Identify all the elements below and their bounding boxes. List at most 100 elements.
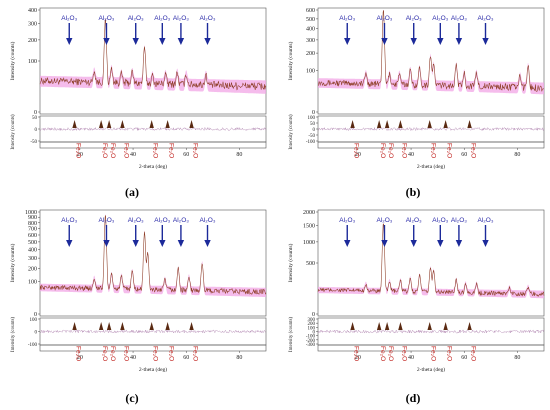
y-tick-label: 0 bbox=[34, 110, 37, 116]
fe-peak-marker bbox=[106, 120, 112, 128]
al2o3-arrow-head bbox=[177, 240, 185, 247]
peak-marker-frame bbox=[317, 141, 545, 149]
fe-phase-label: Fe₂O bbox=[122, 346, 129, 361]
fe-phase-label: Fe₂O bbox=[379, 143, 386, 158]
y-tick-label: 300 bbox=[306, 38, 315, 44]
residual-plot-frame bbox=[39, 115, 267, 143]
panel-label: (b) bbox=[406, 185, 421, 199]
residual-trace bbox=[317, 127, 545, 132]
peak-marker-frame bbox=[39, 344, 267, 352]
main-plot-frame bbox=[317, 7, 545, 115]
fe-peak-marker bbox=[98, 120, 104, 128]
fe-phase-label: Fe₂O bbox=[470, 346, 477, 361]
y-tick-label: 900 bbox=[28, 215, 37, 221]
y-tick-label: 500 bbox=[306, 17, 315, 23]
fe-peak-marker bbox=[350, 120, 355, 128]
main-plot-frame bbox=[317, 209, 545, 317]
y-tick-label: 1500 bbox=[303, 224, 315, 230]
fe-peak-marker bbox=[398, 120, 403, 128]
y-tick-label: 200 bbox=[306, 51, 315, 57]
y-tick-label: 500 bbox=[306, 261, 315, 267]
al2o3-label: Al₂O₃ bbox=[432, 217, 448, 224]
residual-tick-label: 300 bbox=[308, 318, 316, 323]
x-tick-label: 40 bbox=[130, 355, 136, 361]
fe-phase-label: Fe₂O bbox=[387, 143, 394, 158]
y-tick-label: 2000 bbox=[303, 210, 315, 216]
panel-label: (d) bbox=[406, 391, 421, 405]
fe-phase-label: Fe₂O bbox=[400, 346, 407, 361]
fe-phase-label: Fe₂O bbox=[430, 346, 437, 361]
fe-peak-marker bbox=[467, 120, 472, 128]
al2o3-arrow-head bbox=[455, 240, 463, 247]
al2o3-arrow-head bbox=[66, 240, 73, 247]
al2o3-arrow-head bbox=[381, 38, 388, 45]
al2o3-arrow-head bbox=[482, 38, 489, 45]
y-tick-label: 0 bbox=[312, 312, 315, 318]
al2o3-label: Al₂O₃ bbox=[406, 217, 422, 224]
residual-tick-label: 0 bbox=[35, 128, 38, 133]
y-tick-label: 400 bbox=[306, 27, 315, 33]
al2o3-arrow-head bbox=[103, 38, 110, 45]
al2o3-label: Al₂O₃ bbox=[98, 15, 114, 22]
x-axis-title: 2-theta (deg) bbox=[417, 163, 445, 170]
residual-tick-label: -100 bbox=[306, 335, 316, 340]
x-tick-label: 60 bbox=[183, 152, 189, 158]
fit-band bbox=[40, 18, 266, 94]
y-tick-label: 800 bbox=[28, 221, 37, 227]
y-tick-label: 1000 bbox=[303, 240, 315, 246]
fe-peak-marker bbox=[106, 322, 112, 330]
fe-phase-label: Fe₂O bbox=[353, 143, 360, 158]
y-tick-label: 300 bbox=[28, 22, 37, 28]
al2o3-label: Al₂O₃ bbox=[339, 217, 355, 224]
x-tick-label: 20 bbox=[355, 355, 361, 361]
x-tick-label: 60 bbox=[183, 355, 189, 361]
fit-band bbox=[318, 223, 544, 299]
y-tick-label: 700 bbox=[28, 227, 37, 233]
fe-peak-marker bbox=[120, 322, 125, 330]
y-axis-title: Intensity (counts) bbox=[9, 244, 16, 283]
al2o3-arrow-head bbox=[132, 240, 139, 247]
x-tick-label: 40 bbox=[130, 152, 136, 158]
x-axis-title: 2-theta (deg) bbox=[139, 163, 167, 170]
fit-band bbox=[40, 214, 266, 298]
panel-label: (c) bbox=[125, 391, 138, 405]
fe-peak-marker bbox=[165, 322, 170, 330]
al2o3-arrow-head bbox=[103, 240, 110, 247]
fe-phase-label: Fe₂O bbox=[75, 346, 82, 361]
al2o3-arrow-head bbox=[132, 38, 139, 45]
y-tick-label: 400 bbox=[28, 8, 37, 14]
x-tick-label: 80 bbox=[236, 152, 242, 158]
al2o3-label: Al₂O₃ bbox=[199, 217, 215, 224]
al2o3-label: Al₂O₃ bbox=[128, 217, 144, 224]
fe-phase-label: Fe₂O bbox=[168, 346, 175, 361]
fe-peak-marker bbox=[72, 120, 77, 128]
al2o3-label: Al₂O₃ bbox=[477, 217, 493, 224]
al2o3-arrow-head bbox=[344, 240, 351, 247]
y-tick-label: 200 bbox=[28, 266, 37, 272]
diffraction-pattern-line bbox=[317, 223, 545, 298]
diffraction-pattern-line bbox=[39, 19, 267, 91]
x-axis-title: 2-theta (deg) bbox=[417, 366, 445, 373]
y-axis-title: Intensity (counts) bbox=[287, 42, 294, 81]
fe-phase-label: Fe₂O bbox=[379, 346, 386, 361]
diffraction-pattern-line bbox=[317, 10, 545, 92]
fit-band bbox=[318, 9, 544, 95]
fe-phase-label: Fe₂O bbox=[152, 143, 159, 158]
al2o3-arrow-head bbox=[381, 240, 388, 247]
x-tick-label: 40 bbox=[408, 355, 414, 361]
fe-peak-marker bbox=[427, 322, 432, 330]
fe-peak-marker bbox=[165, 120, 170, 128]
residual-tick-label: -200 bbox=[306, 339, 316, 344]
residual-tick-label: -50 bbox=[30, 140, 37, 145]
al2o3-label: Al₂O₃ bbox=[173, 217, 189, 224]
x-tick-label: 60 bbox=[461, 152, 467, 158]
x-tick-label: 20 bbox=[77, 355, 83, 361]
x-tick-label: 20 bbox=[77, 152, 83, 158]
al2o3-arrow-head bbox=[159, 38, 166, 45]
y-tick-label: 1000 bbox=[25, 210, 37, 216]
x-tick-label: 20 bbox=[355, 152, 361, 158]
fe-phase-label: Fe₂O bbox=[470, 143, 477, 158]
diffraction-pattern-line bbox=[39, 214, 267, 295]
